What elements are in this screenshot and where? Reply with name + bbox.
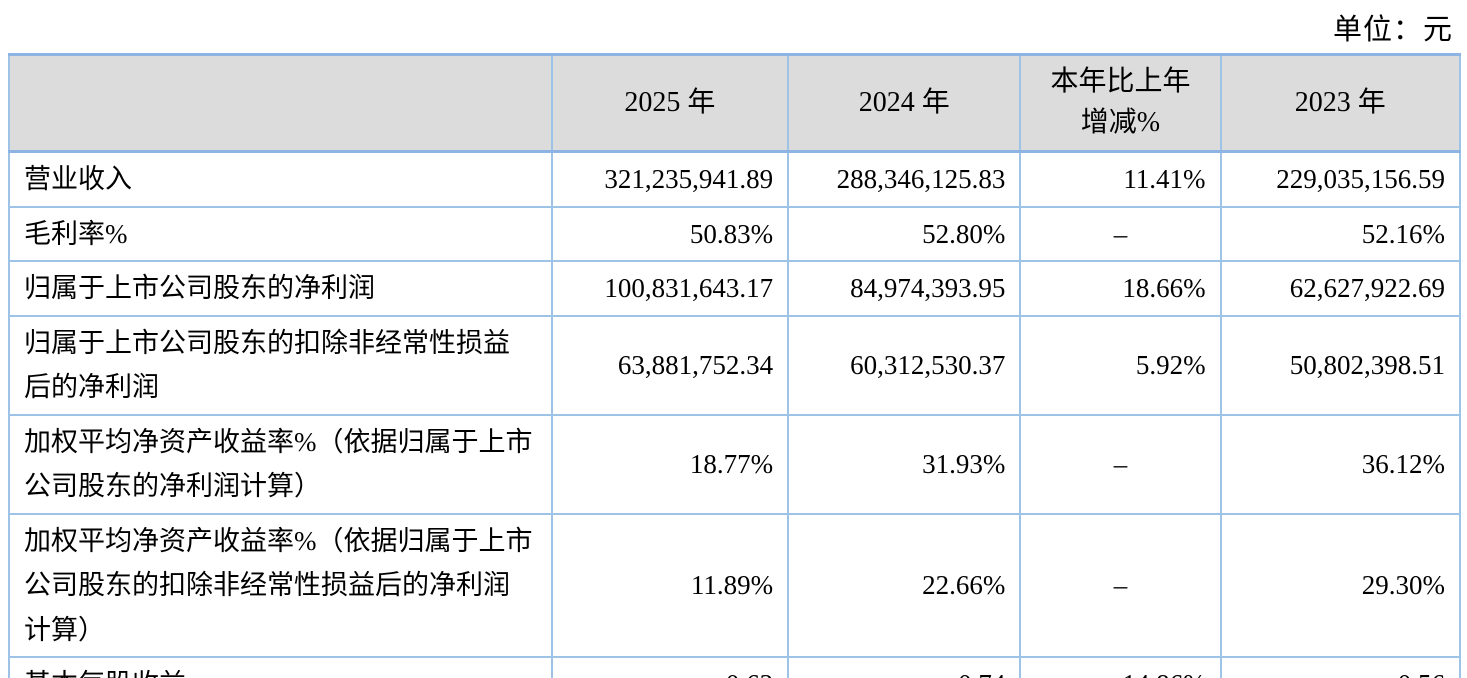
table-row-basic-eps: 基本每股收益 0.63 0.74 -14.86% 0.56: [8, 656, 1462, 678]
header-change-line2: 增减%: [1080, 107, 1161, 138]
row-label: 归属于上市公司股东的净利润: [8, 260, 553, 317]
cell-change: 18.66%: [1019, 260, 1222, 317]
cell-2025: 100,831,643.17: [550, 260, 790, 317]
cell-2024: 31.93%: [787, 413, 1022, 515]
header-cell-2024: 2024 年: [787, 53, 1022, 153]
row-label: 加权平均净资产收益率%（依据归属于上市公司股东的净利润计算）: [8, 413, 553, 515]
cell-2024: 288,346,125.83: [787, 150, 1022, 208]
cell-2024: 0.74: [787, 656, 1022, 678]
row-label: 归属于上市公司股东的扣除非经常性损益后的净利润: [8, 314, 553, 416]
table-header: 2025 年 2024 年 本年比上年 增减% 2023 年: [8, 53, 1462, 153]
cell-2024: 60,312,530.37: [787, 314, 1022, 416]
cell-2023: 52.16%: [1219, 205, 1462, 263]
row-label: 毛利率%: [8, 205, 553, 263]
row-label: 基本每股收益: [8, 656, 553, 678]
cell-2025: 0.63: [550, 656, 790, 678]
table-row-net-profit: 归属于上市公司股东的净利润 100,831,643.17 84,974,393.…: [8, 260, 1462, 317]
header-cell-blank: [8, 53, 553, 153]
header-change-line1: 本年比上年: [1050, 66, 1191, 98]
cell-2024: 84,974,393.95: [787, 260, 1022, 317]
cell-change: –: [1019, 512, 1222, 659]
cell-change: –: [1019, 413, 1222, 515]
header-cell-2025: 2025 年: [550, 53, 790, 153]
header-row: 2025 年 2024 年 本年比上年 增减% 2023 年: [8, 53, 1462, 153]
table-row-weighted-roe: 加权平均净资产收益率%（依据归属于上市公司股东的净利润计算） 18.77% 31…: [8, 413, 1462, 515]
cell-2023: 62,627,922.69: [1219, 260, 1462, 317]
header-cell-2023: 2023 年: [1219, 53, 1462, 153]
financial-summary-table: 2025 年 2024 年 本年比上年 增减% 2023 年 营业收入 321,…: [8, 53, 1462, 678]
cell-2023: 36.12%: [1219, 413, 1462, 515]
table-body: 营业收入 321,235,941.89 288,346,125.83 11.41…: [8, 150, 1462, 678]
cell-2023: 0.56: [1219, 656, 1462, 678]
cell-2025: 321,235,941.89: [550, 150, 790, 208]
cell-change: 11.41%: [1019, 150, 1222, 208]
row-label: 营业收入: [8, 150, 553, 208]
cell-change: -14.86%: [1019, 656, 1222, 678]
cell-2025: 50.83%: [550, 205, 790, 263]
cell-2023: 229,035,156.59: [1219, 150, 1462, 208]
cell-2024: 52.80%: [787, 205, 1022, 263]
table-row-revenue: 营业收入 321,235,941.89 288,346,125.83 11.41…: [8, 150, 1462, 208]
table-row-weighted-roe-deducted: 加权平均净资产收益率%（依据归属于上市公司股东的扣除非经常性损益后的净利润计算）…: [8, 512, 1462, 659]
cell-2024: 22.66%: [787, 512, 1022, 659]
header-cell-change: 本年比上年 增减%: [1019, 53, 1222, 153]
cell-2025: 18.77%: [550, 413, 790, 515]
cell-change: –: [1019, 205, 1222, 263]
cell-2023: 29.30%: [1219, 512, 1462, 659]
table-row-gross-margin: 毛利率% 50.83% 52.80% – 52.16%: [8, 205, 1462, 263]
cell-2025: 63,881,752.34: [550, 314, 790, 416]
unit-label: 单位：元: [1332, 14, 1453, 46]
cell-2025: 11.89%: [550, 512, 790, 659]
cell-2023: 50,802,398.51: [1219, 314, 1462, 416]
row-label: 加权平均净资产收益率%（依据归属于上市公司股东的扣除非经常性损益后的净利润计算）: [8, 512, 553, 659]
table-row-net-profit-deducted: 归属于上市公司股东的扣除非经常性损益后的净利润 63,881,752.34 60…: [8, 314, 1462, 416]
cell-change: 5.92%: [1019, 314, 1222, 416]
